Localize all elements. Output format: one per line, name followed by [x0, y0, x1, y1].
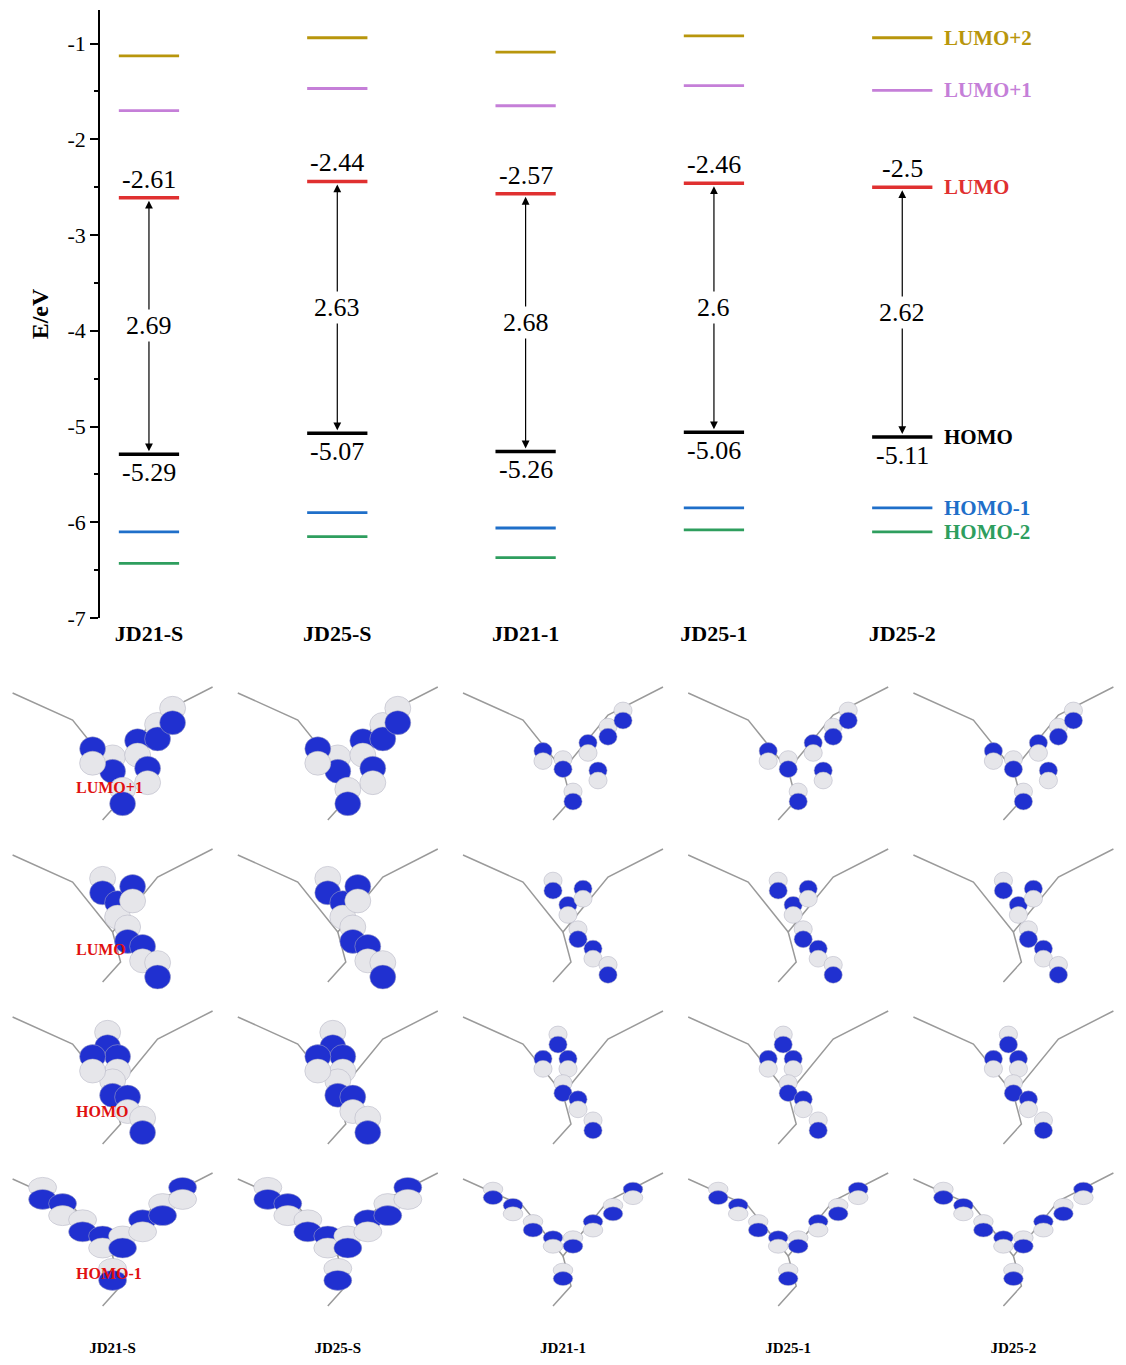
- svg-text:JD21-1: JD21-1: [492, 621, 559, 646]
- svg-text:-5.06: -5.06: [687, 436, 741, 465]
- svg-text:LUMO: LUMO: [944, 175, 1009, 199]
- svg-text:LUMO: LUMO: [76, 941, 126, 958]
- svg-text:-2.57: -2.57: [499, 161, 553, 190]
- svg-text:HOMO-1: HOMO-1: [76, 1265, 142, 1282]
- svg-text:2.6: 2.6: [697, 293, 730, 322]
- svg-text:JD25-S: JD25-S: [303, 621, 371, 646]
- svg-text:JD25-2: JD25-2: [990, 1340, 1036, 1356]
- svg-text:-2: -2: [68, 127, 86, 152]
- svg-text:JD25-1: JD25-1: [680, 621, 747, 646]
- svg-text:-5: -5: [68, 414, 86, 439]
- svg-text:HOMO: HOMO: [76, 1103, 128, 1120]
- svg-text:-2.46: -2.46: [687, 150, 741, 179]
- svg-text:JD21-1: JD21-1: [540, 1340, 586, 1356]
- svg-text:-6: -6: [68, 510, 86, 535]
- svg-text:-2.5: -2.5: [882, 154, 923, 183]
- svg-text:-1: -1: [68, 31, 86, 56]
- svg-text:2.69: 2.69: [126, 311, 172, 340]
- svg-text:HOMO-2: HOMO-2: [944, 520, 1030, 544]
- svg-text:LUMO+2: LUMO+2: [944, 26, 1032, 50]
- svg-text:2.68: 2.68: [503, 308, 549, 337]
- svg-text:-3: -3: [68, 223, 86, 248]
- svg-text:LUMO+1: LUMO+1: [76, 779, 143, 796]
- svg-text:2.62: 2.62: [879, 298, 925, 327]
- svg-text:JD25-1: JD25-1: [765, 1340, 811, 1356]
- svg-text:-5.29: -5.29: [122, 458, 176, 487]
- svg-text:-2.61: -2.61: [122, 165, 176, 194]
- svg-text:JD21-S: JD21-S: [89, 1340, 136, 1356]
- svg-text:HOMO: HOMO: [944, 425, 1013, 449]
- svg-text:-7: -7: [68, 606, 86, 631]
- svg-text:JD21-S: JD21-S: [115, 621, 183, 646]
- svg-text:-5.11: -5.11: [876, 441, 929, 470]
- svg-text:JD25-S: JD25-S: [314, 1340, 361, 1356]
- svg-text:HOMO-1: HOMO-1: [944, 496, 1030, 520]
- svg-text:-2.44: -2.44: [310, 148, 364, 177]
- svg-text:-5.26: -5.26: [499, 455, 553, 484]
- svg-text:2.63: 2.63: [314, 293, 360, 322]
- svg-text:JD25-2: JD25-2: [869, 621, 936, 646]
- svg-text:-5.07: -5.07: [310, 437, 364, 466]
- svg-text:E/eV: E/eV: [27, 288, 53, 339]
- svg-text:-4: -4: [68, 318, 86, 343]
- svg-text:LUMO+1: LUMO+1: [944, 78, 1032, 102]
